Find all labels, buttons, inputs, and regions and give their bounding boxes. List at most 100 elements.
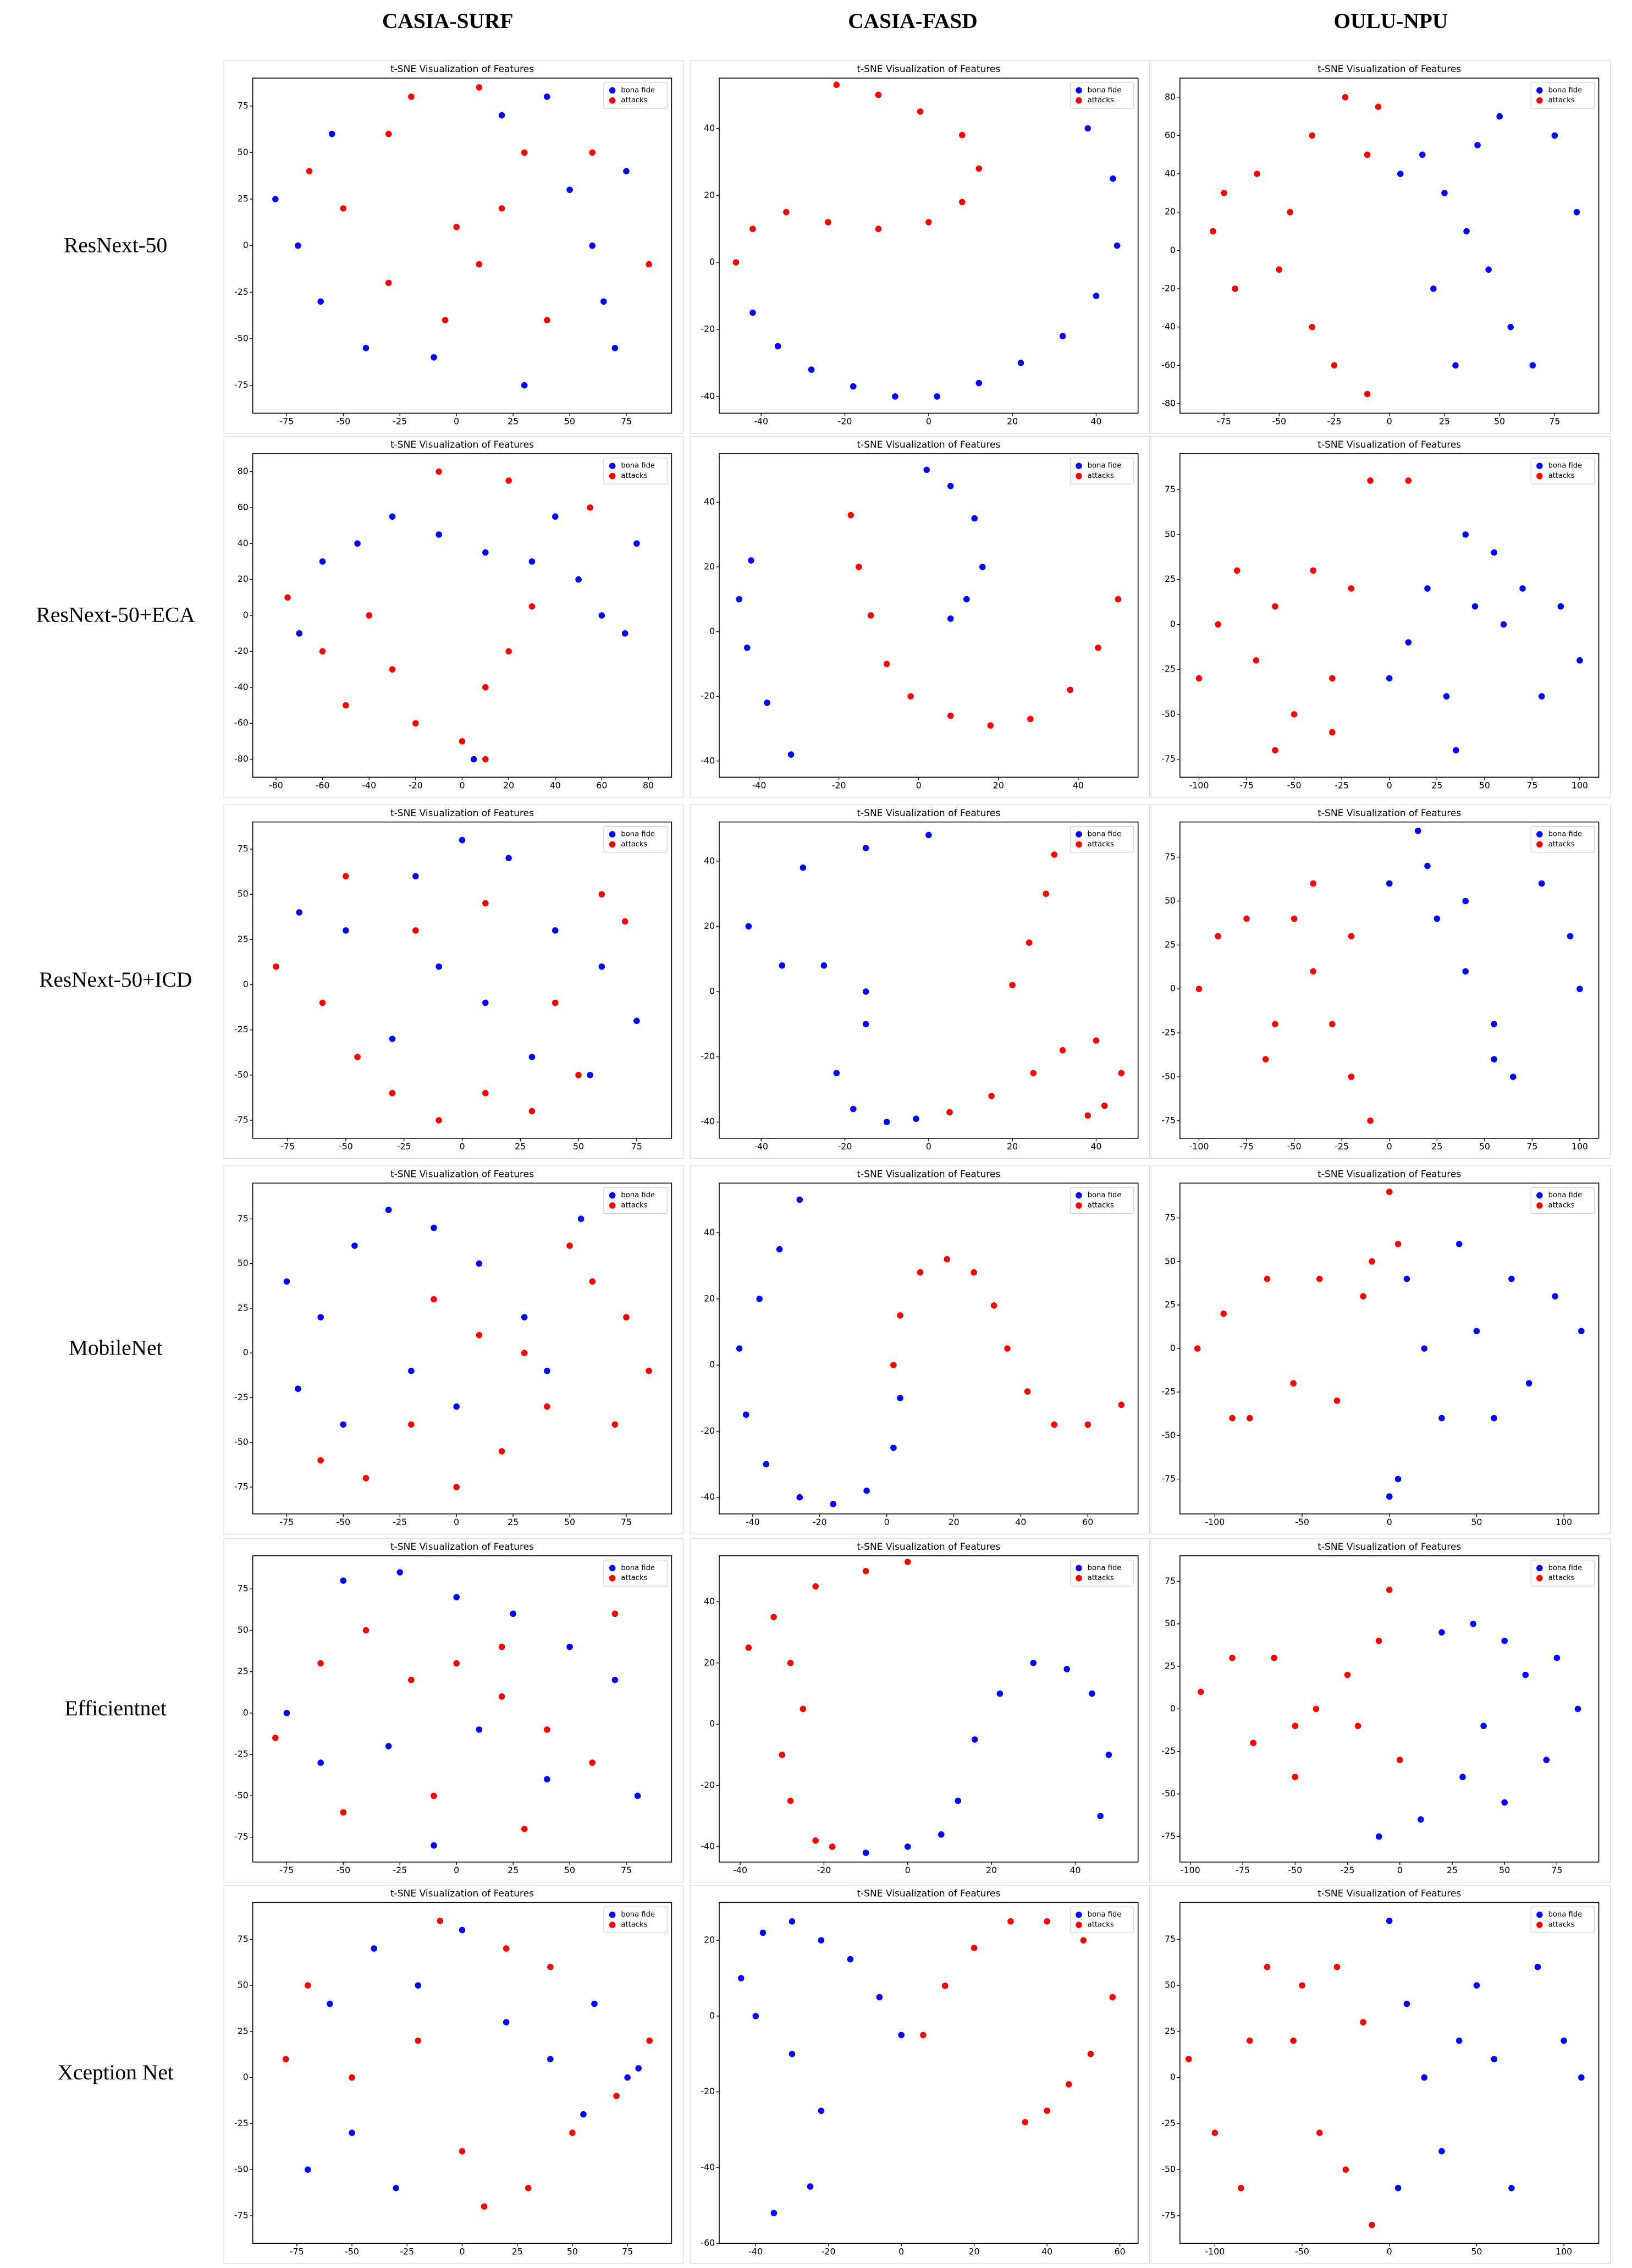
point bbox=[1551, 132, 1558, 139]
x-tick-label: -50 bbox=[1287, 780, 1302, 791]
point bbox=[944, 1256, 951, 1263]
y-tick-label: 0 bbox=[709, 1359, 715, 1370]
point bbox=[1576, 986, 1583, 993]
point bbox=[510, 1610, 516, 1617]
point bbox=[295, 242, 301, 249]
point bbox=[1538, 693, 1545, 700]
point bbox=[1491, 1056, 1497, 1063]
x-tick-label: 40 bbox=[1041, 2246, 1052, 2256]
subplot-title: t-SNE Visualization of Features bbox=[857, 808, 1000, 819]
x-tick-label: 25 bbox=[508, 1517, 519, 1527]
legend-label: attacks bbox=[621, 1574, 647, 1582]
point bbox=[1369, 1258, 1375, 1265]
point bbox=[431, 1792, 437, 1799]
point bbox=[1220, 1310, 1227, 1317]
point bbox=[587, 504, 594, 511]
subplot-title: t-SNE Visualization of Features bbox=[390, 64, 534, 75]
point bbox=[600, 298, 607, 305]
point bbox=[1342, 94, 1349, 101]
point bbox=[1291, 711, 1298, 718]
y-tick-label: 0 bbox=[709, 1719, 715, 1729]
y-tick-label: -20 bbox=[1161, 283, 1176, 294]
point bbox=[1491, 1414, 1497, 1422]
point bbox=[1084, 125, 1091, 132]
legend-box bbox=[1069, 1560, 1134, 1587]
subplot: t-SNE Visualization of Features -40 -20 0 20… bbox=[690, 804, 1150, 1159]
y-tick-label: 20 bbox=[704, 561, 715, 571]
point bbox=[863, 1487, 870, 1494]
y-tick-label: -20 bbox=[701, 691, 715, 701]
x-tick-label: -20 bbox=[832, 780, 846, 791]
point bbox=[1421, 1345, 1427, 1352]
point bbox=[890, 1362, 897, 1368]
x-tick-label: -40 bbox=[754, 416, 768, 427]
axes-frame bbox=[252, 1182, 672, 1515]
point bbox=[646, 1367, 652, 1374]
point bbox=[1310, 880, 1317, 887]
point bbox=[1232, 285, 1238, 292]
point bbox=[1243, 915, 1250, 922]
point bbox=[938, 1831, 945, 1838]
y-tick-label: -60 bbox=[1161, 360, 1176, 370]
point bbox=[1290, 1380, 1297, 1387]
point bbox=[317, 1759, 324, 1766]
x-tick-label: 75 bbox=[1526, 780, 1537, 791]
point bbox=[1508, 2184, 1515, 2192]
point bbox=[897, 1312, 903, 1319]
y-tick-label: -40 bbox=[701, 390, 715, 401]
legend-marker bbox=[609, 1911, 616, 1918]
panel bbox=[690, 1165, 1150, 1535]
point bbox=[1525, 1380, 1532, 1387]
point bbox=[621, 630, 628, 637]
x-tick-label: 75 bbox=[1551, 1865, 1562, 1875]
x-tick-label: 50 bbox=[564, 1865, 575, 1875]
point bbox=[1386, 880, 1393, 887]
point bbox=[1025, 939, 1033, 946]
point bbox=[1386, 1918, 1393, 1924]
legend-box bbox=[603, 458, 668, 485]
x-tick-label: 25 bbox=[1431, 1141, 1442, 1152]
y-tick-label: -20 bbox=[701, 2086, 715, 2096]
point bbox=[544, 1726, 550, 1733]
y-tick-label: -75 bbox=[234, 1482, 249, 1492]
point bbox=[1418, 1816, 1424, 1823]
point bbox=[476, 1260, 483, 1267]
point bbox=[1115, 596, 1122, 603]
point bbox=[825, 219, 831, 225]
point bbox=[1292, 1722, 1299, 1730]
legend-marker bbox=[609, 1192, 616, 1199]
legend-box bbox=[1530, 826, 1595, 853]
y-tick-label: 80 bbox=[1165, 91, 1176, 102]
row-label: ResNext-50 bbox=[64, 233, 167, 257]
point bbox=[897, 1395, 903, 1402]
point bbox=[1333, 1963, 1341, 1970]
point bbox=[1491, 2056, 1497, 2062]
point bbox=[1367, 1118, 1374, 1124]
legend-label: attacks bbox=[1548, 472, 1575, 480]
x-tick-label: -50 bbox=[1288, 1865, 1302, 1875]
legend-label: attacks bbox=[1088, 1921, 1114, 1929]
legend-label: bona fide bbox=[621, 86, 655, 95]
panel bbox=[223, 1538, 684, 1883]
point bbox=[521, 1350, 528, 1356]
y-tick-label: -50 bbox=[1161, 1430, 1176, 1440]
point bbox=[917, 1269, 924, 1276]
point bbox=[343, 702, 349, 709]
point bbox=[476, 1331, 483, 1339]
subplot: t-SNE Visualization of Features -75 -50 -25… bbox=[223, 60, 684, 434]
point bbox=[947, 712, 954, 719]
y-tick-label: 75 bbox=[1165, 1934, 1176, 1944]
panel bbox=[1150, 60, 1611, 434]
legend-marker bbox=[1536, 463, 1543, 469]
x-tick-label: 0 bbox=[1387, 1141, 1392, 1152]
legend-marker bbox=[609, 831, 616, 838]
x-tick-label: 0 bbox=[454, 416, 459, 427]
point bbox=[907, 693, 914, 700]
subplot: t-SNE Visualization of Features -100 -50 0 5… bbox=[1150, 1885, 1611, 2264]
y-tick-label: 40 bbox=[704, 123, 715, 133]
point bbox=[623, 1314, 630, 1320]
y-tick-label: -40 bbox=[701, 1841, 715, 1851]
point bbox=[1292, 1774, 1299, 1780]
legend-label: attacks bbox=[621, 96, 647, 104]
point bbox=[1030, 1070, 1037, 1077]
